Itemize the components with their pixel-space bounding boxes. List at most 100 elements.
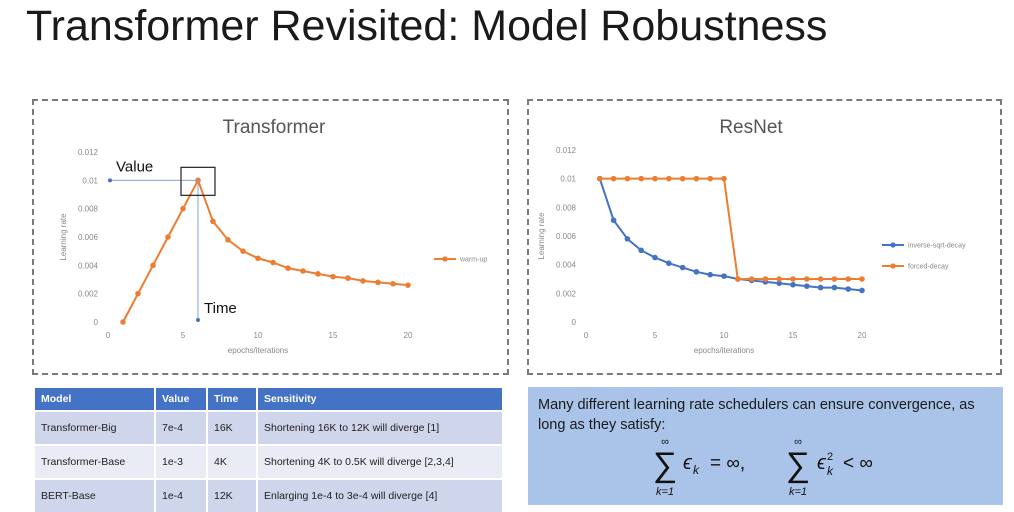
cell-time: 12K [207,478,258,512]
time-annotation: Time [204,300,237,317]
data-point [624,175,631,182]
sum1-symbol: ∑ [653,446,677,484]
data-point [120,319,126,325]
y-tick-label: 0.012 [78,148,99,157]
header-value: Value [155,388,208,411]
data-point [225,237,231,243]
data-point [597,175,603,182]
term2-sub: k [827,464,834,478]
data-point [390,280,396,287]
cell-value: 1e-3 [155,444,208,479]
data-point [375,279,381,286]
legend-marker [442,256,448,262]
data-point [210,218,216,225]
data-point [330,273,336,280]
x-tick-label: 15 [329,331,338,340]
data-point [638,175,644,182]
data-point [845,276,851,282]
sum2-upper: ∞ [794,439,802,448]
table-header-row: Model Value Time Sensitivity [35,388,504,411]
legend-marker [890,242,896,248]
data-point [776,276,782,282]
cell-value: 1e-4 [155,478,208,512]
header-model: Model [35,388,156,411]
term1-sub: k [693,463,700,477]
data-point [735,276,741,282]
y-tick-label: 0.004 [556,261,577,270]
data-point [624,236,631,242]
x-tick-label: 10 [254,331,263,340]
peak-highlight-box [180,166,216,196]
data-point [707,271,713,278]
cell-time: 16K [207,410,258,445]
data-point [180,205,186,212]
header-time: Time [207,388,258,411]
data-point [804,283,810,289]
data-point [859,276,865,282]
data-point [721,175,727,182]
sum1-lower: k=1 [656,486,674,498]
term2-rhs: < ∞ [843,453,873,474]
data-point [817,284,824,291]
legend-label: forced-decay [908,264,949,271]
series-line [122,177,409,323]
slide-title: Transformer Revisited: Model Robustness [26,2,828,50]
y-tick-label: 0.006 [78,233,99,242]
resnet-chart: ResNet 0 0.002 0.004 0.006 0.008 0.01 0.012 0 5 10… [537,117,966,355]
y-tick-label: 0.012 [556,146,577,155]
data-point [859,287,865,294]
table-row: Transformer-Big 7e-4 16K Shortening 16K … [35,410,504,445]
note-text: Many different learning rate schedulers … [538,397,975,433]
x-tick-label: 20 [858,331,867,340]
resnet-chart-panel: ResNet 0 0.002 0.004 0.006 0.008 0.01 0.012 0 5 10… [527,99,1002,375]
chart-title: Transformer [223,117,326,138]
data-point [790,276,796,282]
data-point [693,269,700,275]
data-point [817,276,824,282]
header-sensitivity: Sensitivity [257,388,504,411]
legend-marker [890,263,896,269]
y-tick-label: 0.006 [556,232,577,241]
convergence-formula: ∞ ∑ k=1 ϵ k = ∞, ∞ ∑ k=1 ϵ 2 k < ∞ [653,439,873,498]
transformer-chart: Transformer 0 0.002 0.004 0.006 0.008 0.01 0.01… [59,117,487,355]
data-point [762,276,769,282]
data-point [666,175,672,182]
data-point [776,280,782,287]
transformer-chart-panel: Transformer 0 0.002 0.004 0.006 0.008 0.01 0.01… [32,99,509,375]
value-annotation: Value [116,158,153,175]
table-row: Transformer-Base 1e-3 4K Shortening 4K t… [35,444,504,479]
data-point [285,265,291,271]
table-row: BERT-Base 1e-4 12K Enlarging 1e-4 to 3e-… [35,478,504,512]
term2-sup: 2 [827,451,833,463]
data-point [270,259,276,266]
data-point [610,217,617,224]
data-point [831,284,838,291]
cell-time: 4K [207,444,258,479]
value-marker [108,178,112,183]
data-point [693,175,700,182]
cell-model: BERT-Base [35,478,156,512]
x-axis-label: epochs/iterations [228,346,288,355]
data-point [638,247,644,254]
data-point [831,276,838,282]
term1-rhs: = ∞, [710,453,745,474]
data-point [240,248,246,254]
data-point [255,255,261,262]
cell-sensitivity: Shortening 4K to 0.5K will diverge [2,3,… [257,444,504,479]
data-point [679,264,686,271]
sum2-lower: k=1 [789,486,807,498]
y-tick-label: 0.01 [82,176,98,185]
x-axis-label: epochs/iterations [694,346,754,355]
data-point [300,268,306,274]
legend-label: warm-up [459,257,487,264]
data-point [679,175,686,182]
cell-sensitivity: Enlarging 1e-4 to 3e-4 will diverge [4] [257,478,504,512]
term1: ϵ [683,452,693,474]
legend-label: inverse-sqrt-decay [908,243,966,250]
y-tick-label: 0 [94,318,99,327]
cell-model: Transformer-Base [35,444,156,479]
data-point [790,281,796,288]
x-tick-label: 20 [404,331,413,340]
data-point [652,254,658,261]
x-tick-label: 5 [653,331,658,340]
